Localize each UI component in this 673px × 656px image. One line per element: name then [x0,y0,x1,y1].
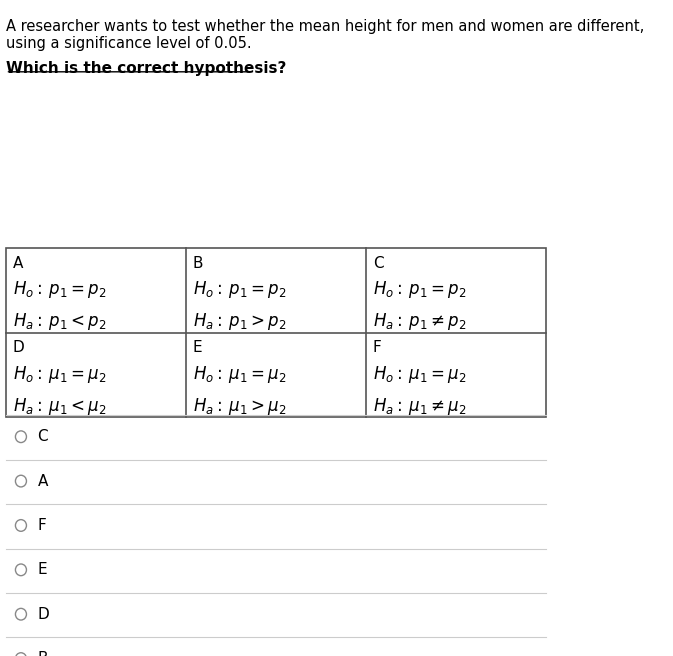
Circle shape [15,608,26,620]
Text: F: F [373,340,382,356]
Text: $H_a:\: p_1 \neq p_2$: $H_a:\: p_1 \neq p_2$ [373,311,466,332]
Text: A: A [13,256,23,271]
Text: using a significance level of 0.05.: using a significance level of 0.05. [5,36,251,51]
Text: $H_o:\: p_1 = p_2$: $H_o:\: p_1 = p_2$ [192,279,286,300]
Text: E: E [192,340,203,356]
Circle shape [15,475,26,487]
Circle shape [15,653,26,656]
Text: $H_a:\: \mu_1 > \mu_2$: $H_a:\: \mu_1 > \mu_2$ [192,396,286,417]
Text: $H_o:\: p_1 = p_2$: $H_o:\: p_1 = p_2$ [13,279,106,300]
Text: $H_a:\: \mu_1 \neq \mu_2$: $H_a:\: \mu_1 \neq \mu_2$ [373,396,466,417]
Text: A: A [38,474,48,489]
Text: $H_a:\: p_1 < p_2$: $H_a:\: p_1 < p_2$ [13,311,106,332]
Text: $H_o:\: \mu_1 = \mu_2$: $H_o:\: \mu_1 = \mu_2$ [13,363,106,384]
Text: $H_o:\: \mu_1 = \mu_2$: $H_o:\: \mu_1 = \mu_2$ [192,363,286,384]
Text: Which is the correct hypothesis?: Which is the correct hypothesis? [5,61,286,75]
Text: C: C [38,429,48,444]
Text: D: D [13,340,24,356]
Text: E: E [38,562,47,577]
Circle shape [15,431,26,443]
Text: A researcher wants to test whether the mean height for men and women are differe: A researcher wants to test whether the m… [5,18,644,33]
Circle shape [15,564,26,576]
FancyBboxPatch shape [5,248,546,417]
Text: $H_o:\: \mu_1 = \mu_2$: $H_o:\: \mu_1 = \mu_2$ [373,363,466,384]
Text: D: D [38,607,49,622]
Text: C: C [373,256,384,271]
Text: F: F [38,518,46,533]
Text: $H_o:\: p_1 = p_2$: $H_o:\: p_1 = p_2$ [373,279,466,300]
Text: B: B [38,651,48,656]
Text: B: B [192,256,203,271]
Text: $H_a:\: \mu_1 < \mu_2$: $H_a:\: \mu_1 < \mu_2$ [13,396,106,417]
Text: $H_a:\: p_1 > p_2$: $H_a:\: p_1 > p_2$ [192,311,286,332]
Circle shape [15,520,26,531]
